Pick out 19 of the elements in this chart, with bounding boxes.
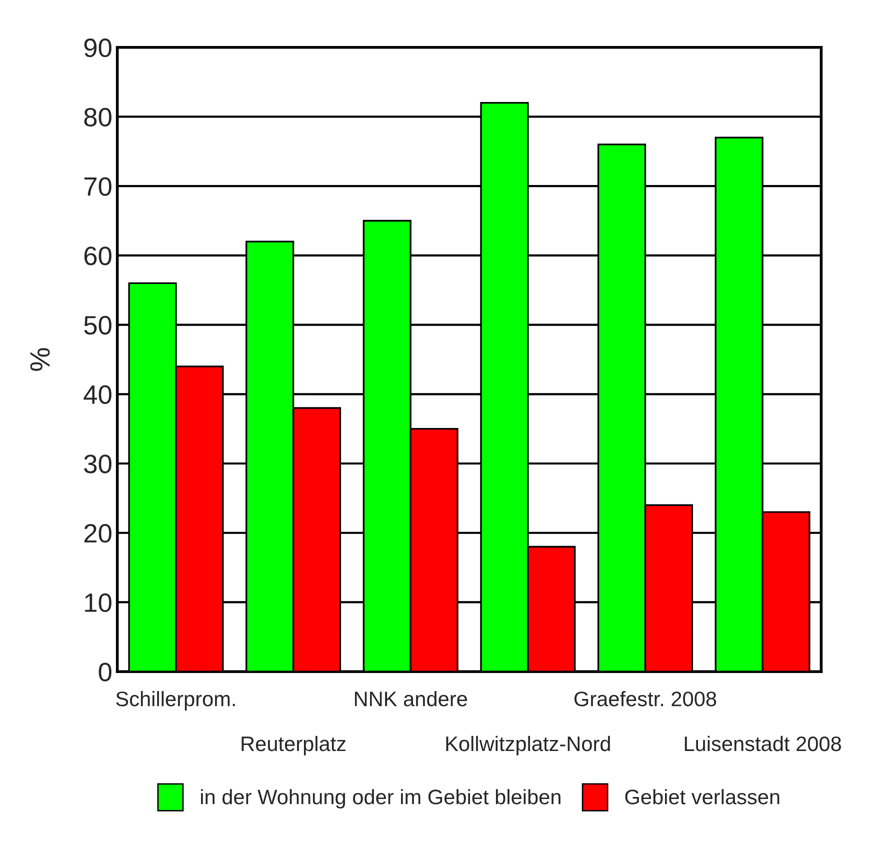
legend-label: in der Wohnung oder im Gebiet bleiben — [201, 789, 560, 808]
x-tick-label: Luisenstadt 2008 — [684, 736, 841, 752]
y-axis-title: % — [30, 348, 50, 371]
y-tick-label: 20 — [84, 524, 112, 543]
legend-label: Gebiet verlassen — [625, 789, 780, 804]
y-tick-label: 40 — [84, 385, 112, 404]
y-tick-label: 90 — [84, 38, 112, 58]
x-tick-label: NNK andere — [354, 691, 467, 706]
y-tick-label: 50 — [84, 316, 112, 335]
y-tick-label: 60 — [84, 246, 112, 266]
y-tick-label: 0 — [98, 662, 112, 682]
y-tick-label: 30 — [84, 454, 112, 474]
x-tick-label: Graefestr. 2008 — [574, 691, 716, 706]
x-tick-label: Reuterplatz — [242, 736, 346, 756]
x-tick-label: Schillerprom. — [116, 691, 235, 710]
y-tick-label: 70 — [84, 177, 112, 196]
y-tick-label: 10 — [85, 593, 112, 612]
x-tick-label: Kollwitzplatz-Nord — [446, 736, 610, 756]
y-tick-label: 80 — [84, 108, 112, 127]
